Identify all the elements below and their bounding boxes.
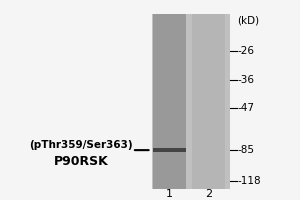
Text: P90RSK: P90RSK [54,155,108,168]
Bar [192,14,225,189]
Text: 2: 2 [205,189,212,199]
Polygon shape [152,14,230,189]
Text: (kD): (kD) [237,16,259,26]
Text: (pThr359/Ser363): (pThr359/Ser363) [29,140,133,150]
Bar [153,14,186,189]
Text: -85: -85 [237,145,254,155]
Bar [153,148,186,152]
Text: -36: -36 [237,75,254,85]
Text: -47: -47 [237,103,254,113]
Text: -26: -26 [237,46,254,56]
Text: 1: 1 [166,189,173,199]
Text: -118: -118 [237,176,261,186]
